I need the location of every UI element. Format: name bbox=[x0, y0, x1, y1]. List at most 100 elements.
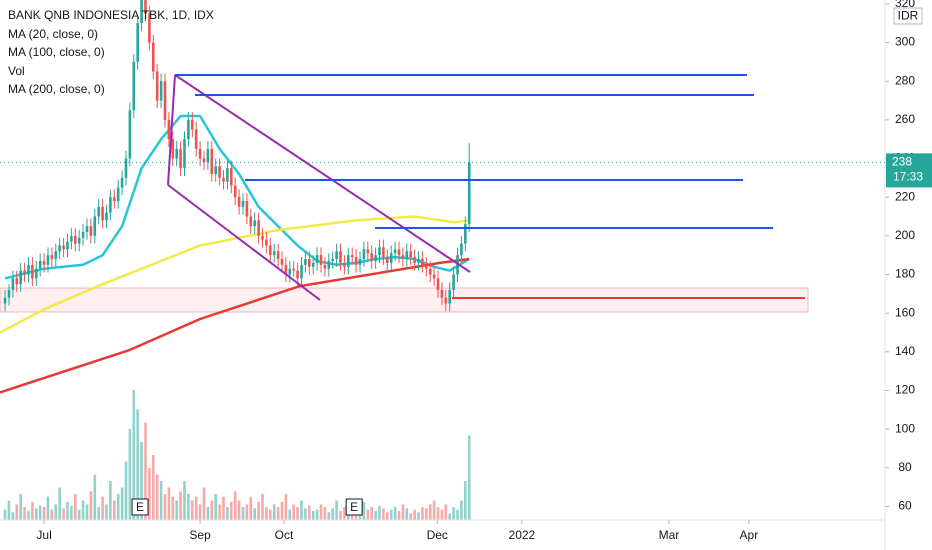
candle-body bbox=[393, 249, 397, 254]
volume-bar bbox=[370, 507, 374, 520]
y-tick-label: 100 bbox=[895, 421, 915, 435]
volume-bar bbox=[214, 494, 217, 520]
volume-bar bbox=[249, 496, 253, 520]
legend-item: MA (100, close, 0) bbox=[8, 45, 105, 59]
candle-body bbox=[249, 216, 253, 227]
event-label: E bbox=[136, 500, 144, 514]
volume-bar bbox=[276, 507, 280, 520]
volume-bar bbox=[382, 508, 385, 520]
volume-bar bbox=[136, 409, 139, 520]
candle-body bbox=[292, 268, 295, 271]
candle-body bbox=[183, 139, 186, 169]
volume-bar bbox=[315, 509, 319, 520]
candle-body bbox=[93, 216, 97, 236]
volume-bar bbox=[163, 494, 167, 520]
y-tick-label: 140 bbox=[895, 344, 915, 358]
candle-body bbox=[280, 259, 284, 265]
volume-bar bbox=[354, 512, 358, 520]
volume-bar bbox=[179, 491, 182, 520]
volume-bar bbox=[229, 501, 233, 520]
ma-line bbox=[0, 215, 470, 334]
volume-bar bbox=[151, 455, 155, 520]
candle-body bbox=[132, 61, 136, 111]
candle-body bbox=[187, 119, 190, 140]
candle-body bbox=[31, 264, 34, 279]
volume-bar bbox=[331, 508, 335, 520]
candle-body bbox=[409, 251, 413, 258]
x-tick-label: 2022 bbox=[509, 528, 536, 542]
candle-body bbox=[62, 245, 65, 250]
volume-bar bbox=[54, 504, 58, 520]
volume-bar bbox=[268, 509, 272, 520]
volume-bar bbox=[159, 481, 163, 520]
volume-bar bbox=[280, 501, 284, 520]
candle-body bbox=[151, 42, 155, 72]
volume-bar bbox=[105, 504, 108, 520]
candle-body bbox=[397, 249, 401, 256]
x-tick-label: Oct bbox=[275, 528, 294, 542]
candle-body bbox=[323, 264, 327, 269]
candle-body bbox=[89, 226, 93, 236]
candle-body bbox=[210, 148, 214, 174]
volume-bar bbox=[432, 500, 436, 520]
volume-bar bbox=[187, 494, 190, 520]
y-tick-label: 200 bbox=[895, 228, 915, 242]
candle-body bbox=[46, 255, 50, 265]
candle-body bbox=[464, 224, 467, 244]
candle-body bbox=[101, 206, 104, 221]
volume-bar bbox=[42, 507, 46, 520]
candle-body bbox=[319, 255, 323, 265]
candle-body bbox=[175, 148, 178, 159]
candle-body bbox=[417, 259, 420, 263]
y-tick-label: 260 bbox=[895, 112, 915, 126]
candle-body bbox=[163, 81, 167, 120]
candle-body bbox=[81, 231, 85, 238]
volume-bar bbox=[11, 512, 15, 520]
volume-bar bbox=[167, 487, 171, 520]
volume-bar bbox=[144, 422, 147, 520]
volume-layer bbox=[3, 390, 471, 520]
volume-bar bbox=[198, 504, 202, 520]
x-tick-label: Sep bbox=[189, 528, 211, 542]
candle-body bbox=[440, 289, 444, 298]
candle-body bbox=[58, 245, 61, 252]
candle-body bbox=[148, 13, 151, 43]
candle-body bbox=[198, 148, 202, 159]
volume-bar bbox=[366, 509, 370, 520]
y-tick-label: 280 bbox=[895, 73, 915, 87]
volume-bar bbox=[304, 508, 307, 520]
volume-bar bbox=[261, 494, 264, 520]
volume-bar bbox=[62, 508, 65, 520]
volume-bar bbox=[362, 501, 366, 520]
volume-bar bbox=[464, 481, 467, 520]
candle-body bbox=[436, 278, 440, 290]
candle-body bbox=[155, 71, 159, 101]
volume-bar bbox=[272, 504, 276, 520]
volume-bar bbox=[428, 504, 432, 520]
candle-body bbox=[112, 197, 116, 202]
y-tick-label: 320 bbox=[895, 0, 915, 10]
volume-bar bbox=[206, 507, 210, 520]
volume-bar bbox=[292, 504, 295, 520]
candle-body bbox=[85, 226, 89, 232]
volume-bar bbox=[202, 487, 206, 520]
candle-body bbox=[460, 243, 463, 256]
candle-body bbox=[343, 262, 346, 267]
candle-body bbox=[23, 270, 26, 275]
candle-body bbox=[308, 259, 311, 267]
volume-bar bbox=[120, 487, 124, 520]
candle-body bbox=[77, 237, 81, 244]
candle-body bbox=[300, 264, 303, 279]
candle-body bbox=[73, 235, 77, 244]
candle-body bbox=[401, 255, 405, 260]
candle-body bbox=[229, 168, 233, 186]
volume-bar bbox=[444, 504, 448, 520]
x-tick-label: Dec bbox=[427, 528, 448, 542]
candle-body bbox=[288, 268, 292, 275]
candle-body bbox=[257, 220, 260, 236]
legend: BANK QNB INDONESIA TBK, 1D, IDX MA (20, … bbox=[8, 8, 214, 96]
volume-bar bbox=[421, 507, 424, 520]
candle-body bbox=[54, 251, 58, 260]
volume-bar bbox=[339, 510, 342, 520]
